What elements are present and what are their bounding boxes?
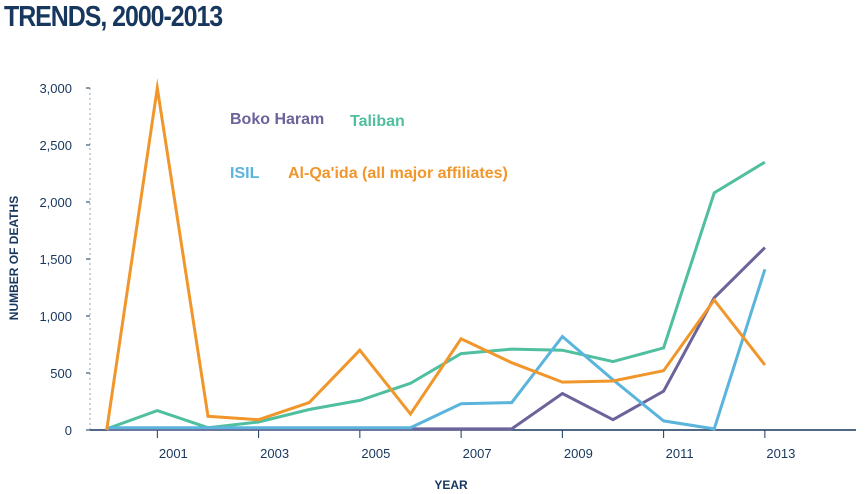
y-tick-label: 1,500	[39, 252, 72, 267]
y-tick-label: 2,000	[39, 195, 72, 210]
x-tick-label: 2013	[766, 446, 795, 461]
x-axis-ticks: 2001 2003 2005 2007 2009 2011 2013	[156, 430, 795, 461]
legend-isil: ISIL	[230, 165, 260, 182]
x-tick-label: 2001	[159, 446, 188, 461]
x-tick-label: 2007	[463, 446, 492, 461]
y-axis-title: NUMBER OF DEATHS	[7, 196, 21, 320]
series-line-al-qa-ida-all-major-affiliates	[105, 77, 767, 431]
series-lines	[105, 77, 767, 431]
x-tick-label: 2003	[260, 446, 289, 461]
series-line-isil	[106, 268, 767, 431]
y-tick-label: 500	[50, 366, 72, 381]
y-tick-label: 2,500	[39, 138, 72, 153]
y-tick-label: 1,000	[39, 309, 72, 324]
x-axis-title: YEAR	[434, 478, 468, 492]
legend-boko-haram: Boko Haram	[230, 111, 324, 128]
legend-taliban: Taliban	[350, 113, 405, 130]
x-tick-label: 2011	[666, 446, 694, 461]
y-tick-label: 3,000	[39, 81, 72, 96]
legend-al-qaida: Al-Qa'ida (all major affiliates)	[288, 165, 508, 182]
chart-title: TRENDS, 2000-2013	[4, 1, 223, 33]
y-axis-ticks: 0 500 1,000 1,500 2,000 2,500 3,000	[39, 81, 90, 438]
x-tick-label: 2009	[564, 446, 593, 461]
y-tick-label: 0	[65, 423, 72, 438]
x-tick-label: 2005	[361, 446, 390, 461]
